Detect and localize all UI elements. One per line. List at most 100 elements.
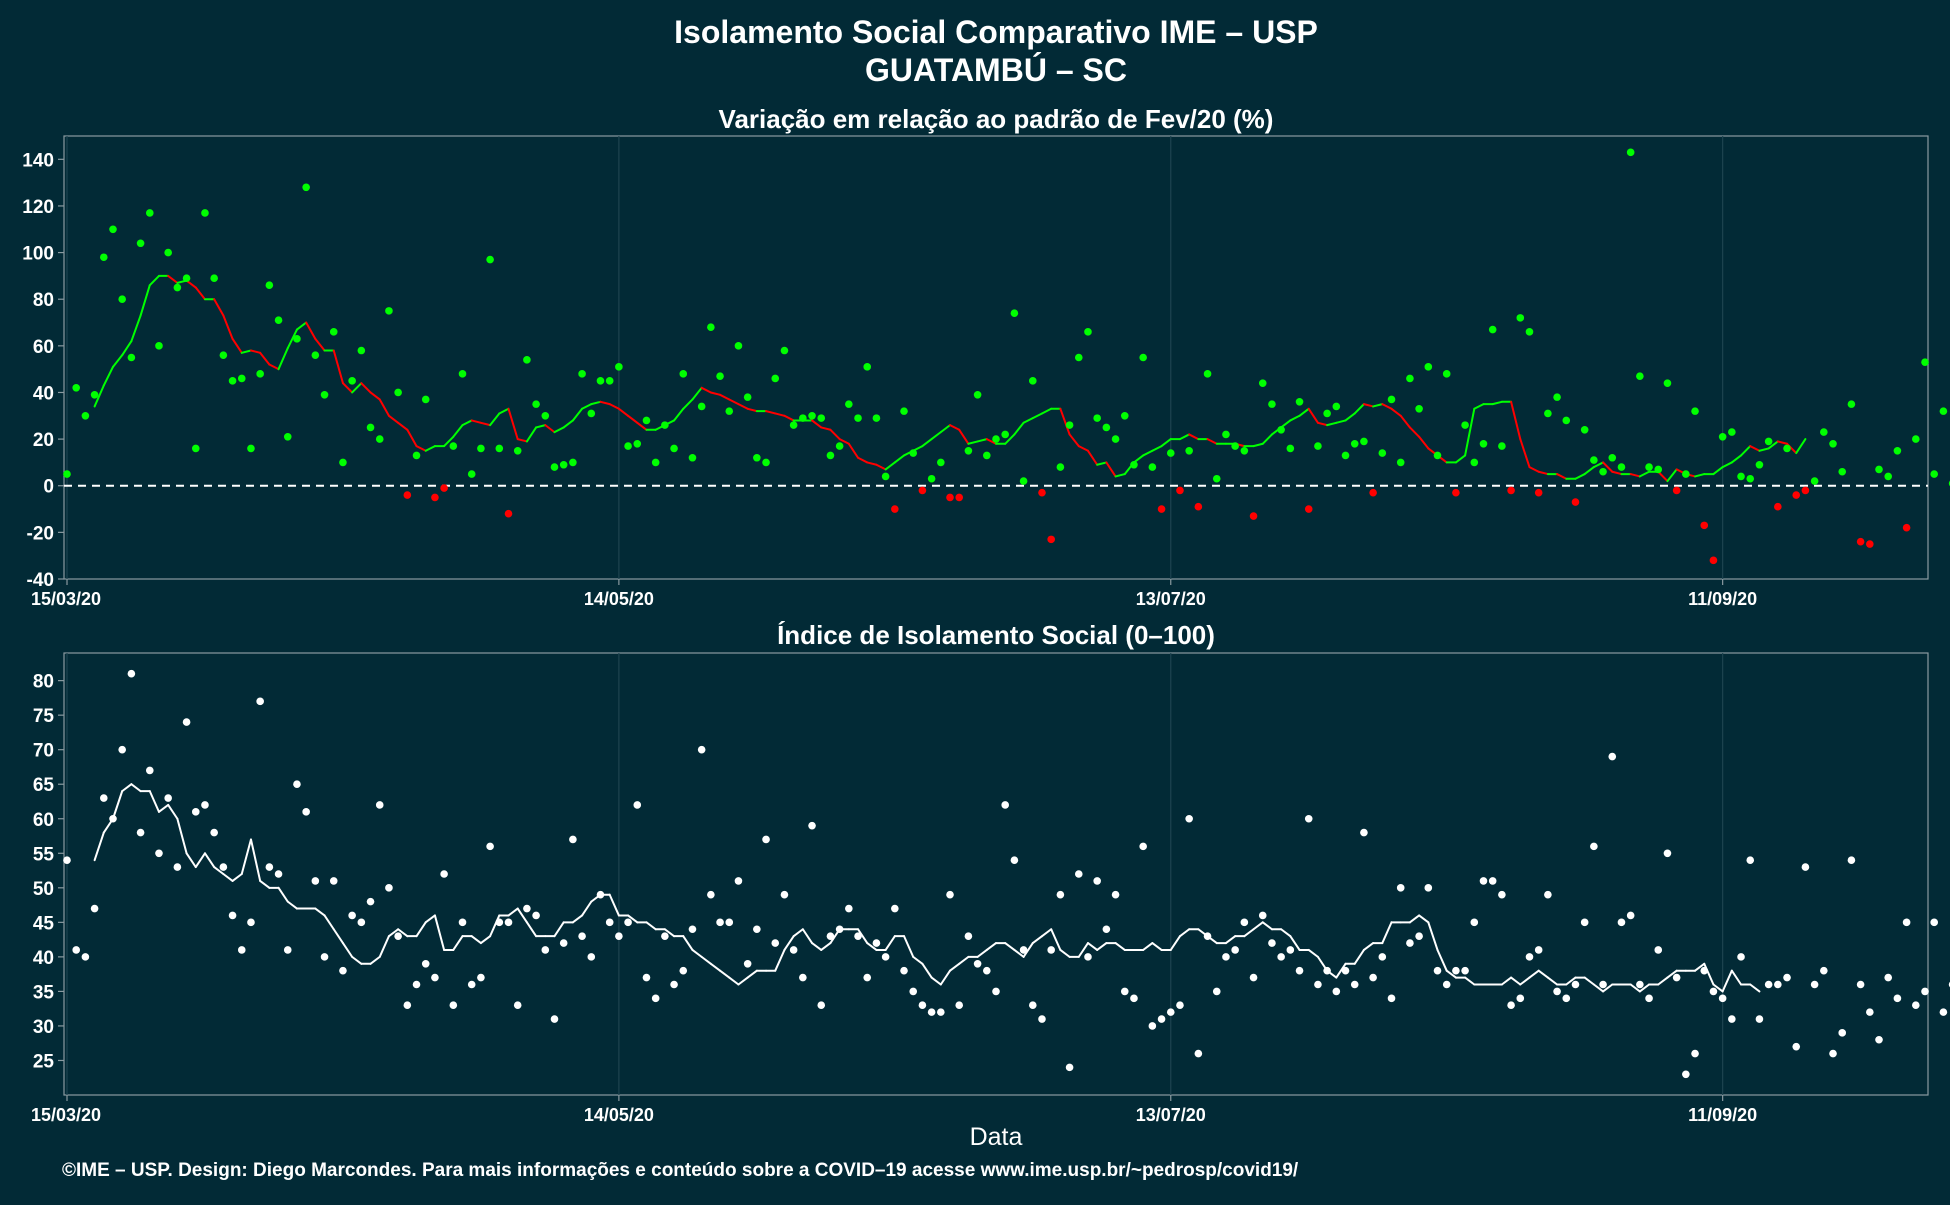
data-point [1875, 465, 1883, 474]
data-point [348, 377, 356, 385]
data-point [1176, 1001, 1184, 1010]
data-point [1544, 409, 1552, 418]
data-point [1001, 801, 1009, 809]
data-point [173, 283, 182, 292]
line-segment [1105, 461, 1117, 478]
data-point [210, 828, 218, 837]
data-point [1387, 395, 1396, 404]
line-segment [1464, 407, 1476, 457]
line-segment [1031, 412, 1043, 420]
data-point [1442, 370, 1451, 378]
data-point [1617, 918, 1626, 927]
data-point [1718, 994, 1727, 1003]
data-point [633, 801, 642, 809]
line-segment [185, 852, 197, 869]
data-point [210, 274, 218, 283]
line-segment [1344, 412, 1356, 422]
line-segment [903, 935, 915, 958]
line-segment [1510, 400, 1522, 441]
line-segment [976, 438, 988, 443]
data-point [762, 835, 770, 844]
data-point [504, 918, 513, 927]
line-segment [1464, 976, 1476, 986]
data-point [946, 890, 954, 899]
data-point [1157, 1015, 1166, 1023]
line-segment [1638, 470, 1651, 478]
data-point [771, 939, 780, 947]
line-segment [608, 893, 620, 917]
y-tick-label: 100 [22, 244, 54, 265]
data-point [1847, 400, 1856, 408]
line-segment [277, 886, 289, 903]
data-point [1654, 946, 1663, 954]
data-point [1820, 966, 1828, 975]
line-segment [608, 403, 620, 410]
data-point [1829, 1049, 1837, 1058]
data-point [1939, 1008, 1948, 1016]
data-point [1636, 372, 1644, 380]
line-segment [792, 928, 804, 938]
line-segment [1298, 407, 1310, 417]
data-point [937, 1008, 945, 1016]
data-point [1442, 980, 1451, 989]
data-point [753, 453, 761, 462]
data-point [118, 745, 126, 754]
line-segment [139, 284, 151, 317]
data-point [1617, 463, 1626, 471]
line-segment [424, 914, 436, 924]
line-segment [1712, 983, 1724, 993]
data-point [1783, 444, 1791, 453]
data-point [1470, 458, 1479, 467]
line-segment [1261, 433, 1273, 445]
line-segment [194, 852, 206, 869]
data-point [789, 421, 798, 429]
line-segment [1519, 976, 1531, 986]
line-segment [397, 421, 409, 431]
data-point [661, 932, 669, 940]
data-point [1304, 505, 1313, 513]
line-segment [213, 298, 225, 317]
line-segment [1004, 942, 1016, 951]
data-point [1231, 946, 1239, 954]
data-point [136, 239, 145, 248]
data-point [1120, 987, 1129, 996]
line-segment [985, 942, 997, 951]
data-point [891, 904, 899, 913]
line-segment [479, 421, 492, 427]
line-segment [1795, 438, 1807, 455]
data-point [486, 842, 494, 851]
data-point [799, 973, 807, 982]
data-point [1360, 437, 1368, 446]
data-point [1074, 870, 1083, 878]
data-point [1580, 918, 1589, 927]
line-segment [1528, 466, 1540, 473]
line-segment [433, 914, 446, 951]
line-segment [1381, 921, 1393, 945]
data-point [1525, 953, 1534, 961]
data-point [679, 370, 688, 378]
data-point [320, 953, 329, 961]
data-point [1838, 467, 1847, 476]
line-segment [111, 354, 124, 368]
data-point [90, 904, 99, 913]
data-point [504, 509, 513, 518]
line-segment [1390, 407, 1402, 417]
data-point [891, 505, 899, 513]
data-point [955, 493, 964, 502]
line-segment [682, 398, 694, 410]
panel-2-y-axis: 25 30 35 40 45 50 55 60 65 70 75 80 [33, 672, 64, 1072]
data-point [1820, 428, 1828, 436]
data-point [155, 342, 163, 350]
data-point [1709, 556, 1718, 565]
data-point [1203, 370, 1212, 378]
data-point [587, 409, 596, 418]
line-segment [1050, 928, 1062, 951]
data-point [1663, 849, 1672, 858]
data-point [1369, 488, 1377, 497]
data-point [1295, 398, 1304, 406]
line-segment [111, 790, 124, 820]
data-point [1240, 918, 1249, 927]
main-title: Isolamento Social Comparativo IME – USP [674, 14, 1318, 50]
